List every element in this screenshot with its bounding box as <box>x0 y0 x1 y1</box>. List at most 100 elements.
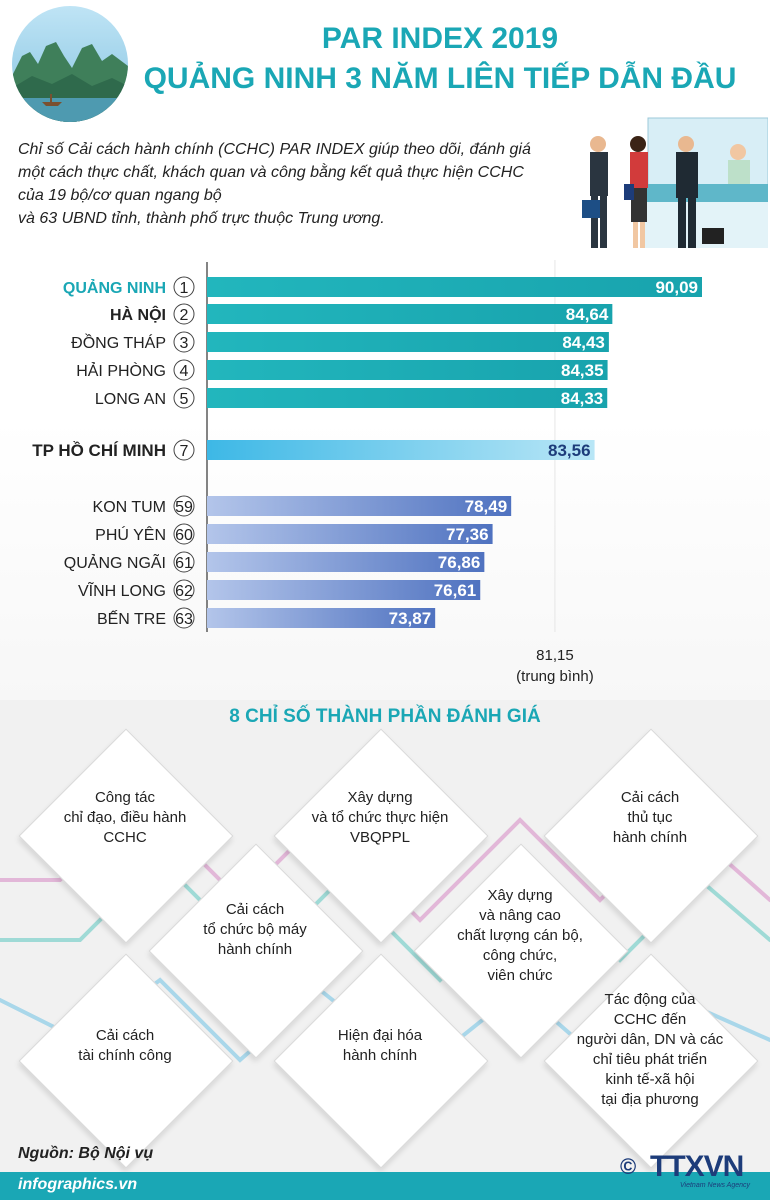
intro-line-1: Chỉ số Cải cách hành chính (CCHC) PAR IN… <box>18 141 531 158</box>
logo-sub: Vietnam News Agency <box>680 1182 751 1189</box>
intro-text: Chỉ số Cải cách hành chính (CCHC) PAR IN… <box>18 138 578 230</box>
component-8-line-1: Tác động của <box>604 991 696 1008</box>
footer-bar <box>0 1172 770 1200</box>
rank-label-7: 59 <box>175 499 193 516</box>
category-label-10: VĨNH LONG <box>78 580 166 600</box>
component-1-line-3: CCHC <box>103 829 147 846</box>
logo-name: TTXVN <box>650 1150 744 1183</box>
bar-10 <box>207 580 481 600</box>
component-1-line-1: Công tác <box>94 789 156 806</box>
component-3-line-3: hành chính <box>612 829 688 846</box>
bar-3 <box>207 332 609 352</box>
rank-label-8: 60 <box>175 527 193 544</box>
bar-6 <box>207 440 595 460</box>
component-2-line-1: Xây dựng <box>347 789 413 806</box>
component-8-line-4: chỉ tiêu phát triển <box>592 1051 708 1068</box>
component-5-line-1: Xây dựng <box>487 887 553 904</box>
footer-site[interactable]: infographics.vn <box>18 1176 138 1193</box>
rank-label-1: 1 <box>180 280 189 297</box>
rank-label-11: 63 <box>175 611 193 628</box>
component-2-line-2: và tổ chức thực hiện <box>311 809 449 826</box>
intro-line-3: của 19 bộ/cơ quan ngang bộ <box>18 187 222 204</box>
rank-circle-1 <box>173 276 195 298</box>
component-6-line-1: Cải cách <box>95 1027 155 1044</box>
par-index-bar-chart: 90,09 1 QUẢNG NINH 84,64 2 HÀ NỘI 84,43 3 ĐỒNG T… <box>32 260 702 685</box>
title-line-1: PAR INDEX 2019 <box>321 22 559 55</box>
category-label-8: PHÚ YÊN <box>95 525 166 544</box>
rank-circle-6 <box>173 439 195 461</box>
bar-2 <box>207 304 613 324</box>
rank-circle-11 <box>173 607 195 629</box>
component-5-line-2: và nâng cao <box>479 907 561 924</box>
category-label-9: QUẢNG NGÃI <box>64 552 166 572</box>
value-label-3: 84,43 <box>562 333 605 352</box>
office-counter-people-illustration <box>578 112 769 262</box>
components-diagram: Công tác chỉ đạo, điều hành CCHC Xây dựn… <box>0 728 770 1169</box>
rank-circle-3 <box>173 331 195 353</box>
ttxvn-logo: © TTXVN Vietnam News Agency <box>620 1148 760 1194</box>
rank-circle-2 <box>173 303 195 325</box>
value-label-1: 90,09 <box>655 278 698 297</box>
source-note: Nguồn: Bộ Nội vụ <box>18 1145 154 1162</box>
title-line-2: QUẢNG NINH 3 NĂM LIÊN TIẾP DẪN ĐẦU <box>143 62 737 95</box>
value-label-6: 83,56 <box>548 441 591 460</box>
copyright-icon: © <box>620 1154 637 1179</box>
category-label-2: HÀ NỘI <box>110 305 166 324</box>
component-3-line-1: Cải cách <box>620 789 680 806</box>
component-4-line-1: Cải cách <box>225 901 285 918</box>
component-text-6: Cải cách tài chính công <box>40 1026 210 1066</box>
value-label-5: 84,33 <box>561 389 604 408</box>
rank-circle-8 <box>173 523 195 545</box>
component-8-line-3: người dân, DN và các <box>576 1031 724 1048</box>
component-5-line-4: công chức, <box>482 947 558 964</box>
component-text-5: Xây dựng và nâng cao chất lượng cán bộ, … <box>430 886 610 986</box>
category-label-4: HẢI PHÒNG <box>76 361 166 380</box>
bar-8 <box>207 524 493 544</box>
component-5-line-5: viên chức <box>487 967 553 984</box>
component-4-line-2: tổ chức bộ máy <box>203 921 307 938</box>
component-2-line-3: VBQPPL <box>349 829 411 846</box>
rank-label-3: 3 <box>180 335 189 352</box>
value-label-9: 76,86 <box>438 553 481 572</box>
rank-circle-4 <box>173 359 195 381</box>
component-text-3: Cải cách thủ tục hành chính <box>565 788 735 848</box>
value-label-8: 77,36 <box>446 525 489 544</box>
component-5-line-3: chất lượng cán bộ, <box>457 927 583 944</box>
component-8-line-5: kinh tế-xã hội <box>605 1071 695 1088</box>
component-8-line-6: tại địa phương <box>601 1091 699 1108</box>
value-label-2: 84,64 <box>566 305 609 324</box>
value-label-4: 84,35 <box>561 361 604 380</box>
intro-line-4: và 63 UBND tỉnh, thành phố trực thuộc Tr… <box>18 210 385 227</box>
bar-5 <box>207 388 608 408</box>
rank-label-4: 4 <box>180 363 189 380</box>
component-4-line-3: hành chính <box>217 941 293 958</box>
category-label-1: QUẢNG NINH <box>63 278 166 297</box>
component-7-line-2: hành chính <box>342 1047 418 1064</box>
component-3-line-2: thủ tục <box>627 809 673 826</box>
component-text-1: Công tác chỉ đạo, điều hành CCHC <box>40 788 210 848</box>
average-value-label: 81,15 <box>536 647 574 664</box>
rank-label-5: 5 <box>180 391 189 408</box>
category-label-5: LONG AN <box>95 391 166 408</box>
component-text-7: Hiện đại hóa hành chính <box>295 1026 465 1066</box>
ha-long-bay-photo <box>12 6 128 122</box>
bar-11 <box>207 608 436 628</box>
average-sublabel: (trung bình) <box>516 668 594 685</box>
component-7-line-1: Hiện đại hóa <box>337 1027 423 1044</box>
bar-7 <box>207 496 512 516</box>
bar-9 <box>207 552 485 572</box>
component-1-line-2: chỉ đạo, điều hành <box>63 809 187 826</box>
category-label-7: KON TUM <box>93 499 166 516</box>
rank-circle-7 <box>173 495 195 517</box>
component-text-8: Tác động của CCHC đến người dân, DN và c… <box>560 990 740 1110</box>
value-label-11: 73,87 <box>389 609 432 628</box>
bar-4 <box>207 360 608 380</box>
component-6-line-2: tài chính công <box>78 1047 172 1064</box>
rank-label-2: 2 <box>180 307 189 324</box>
category-label-6: TP HỒ CHÍ MINH <box>32 441 166 460</box>
intro-line-2: một cách thực chất, khách quan và công b… <box>18 164 524 181</box>
components-title: 8 CHỈ SỐ THÀNH PHẦN ĐÁNH GIÁ <box>229 706 541 727</box>
component-text-4: Cải cách tổ chức bộ máy hành chính <box>170 900 340 960</box>
rank-circle-9 <box>173 551 195 573</box>
rank-label-6: 7 <box>180 443 189 460</box>
